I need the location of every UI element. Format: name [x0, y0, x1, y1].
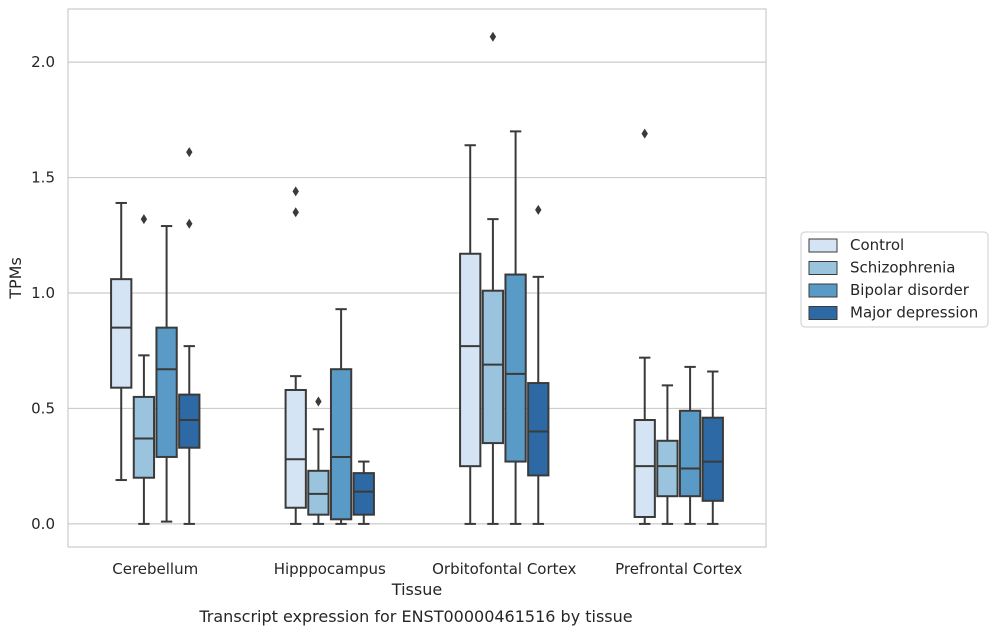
box-iqr — [701, 416, 724, 502]
box-iqr — [352, 472, 375, 516]
category-group — [459, 31, 550, 525]
outlier-point — [489, 31, 497, 42]
outlier-point — [292, 186, 299, 197]
y-axis-title: TPMs — [6, 257, 25, 300]
box-iqr — [132, 395, 156, 479]
x-tick-label: Orbitofontal Cortex — [432, 560, 576, 578]
outlier-point — [186, 218, 193, 229]
box-major-depression — [701, 370, 724, 525]
box-iqr — [329, 368, 353, 521]
box-groups — [110, 31, 724, 525]
box-schizophrenia — [656, 384, 679, 525]
outlier-point — [140, 214, 148, 225]
legend-label: Major depression — [850, 304, 978, 322]
box-bipolar-disorder — [155, 225, 178, 523]
category-group — [633, 128, 724, 525]
legend-swatch — [808, 261, 838, 275]
y-tick-label: 2.0 — [31, 53, 55, 71]
box-iqr — [459, 252, 482, 468]
legend-label: Control — [850, 236, 904, 254]
x-tick-label: Prefrontal Cortex — [615, 560, 742, 578]
box-iqr — [155, 326, 178, 458]
box-iqr — [110, 278, 133, 389]
y-tick-label: 1.5 — [31, 169, 55, 187]
category-group — [110, 147, 201, 525]
outlier-point — [535, 204, 542, 215]
box-schizophrenia — [481, 31, 505, 525]
y-tick-label: 1.0 — [31, 284, 55, 302]
legend-label: Bipolar disorder — [850, 281, 970, 299]
box-iqr — [284, 388, 307, 509]
y-tick-label: 0.0 — [31, 515, 55, 533]
box-bipolar-disorder — [504, 130, 527, 525]
box-iqr — [633, 419, 656, 518]
box-iqr — [178, 393, 201, 449]
box-control — [284, 186, 307, 525]
plot-frame — [67, 8, 767, 548]
box-schizophrenia — [132, 214, 156, 525]
box-iqr — [678, 409, 702, 498]
box-iqr — [656, 439, 679, 498]
legend-label: Schizophrenia — [850, 259, 955, 277]
box-control — [459, 144, 482, 525]
box-major-depression — [352, 460, 375, 525]
x-tick-label: Hipppocampus — [274, 560, 386, 578]
outlier-point — [292, 207, 299, 218]
outlier-point — [641, 128, 648, 139]
legend: Control Schizophrenia Bipolar disorder Majo… — [800, 231, 989, 328]
x-axis-title: Tissue — [391, 580, 442, 599]
box-bipolar-disorder — [678, 365, 702, 525]
chart-caption: Transcript expression for ENST0000046151… — [198, 607, 632, 626]
box-iqr — [504, 273, 527, 463]
box-iqr — [307, 469, 330, 516]
box-iqr — [527, 382, 550, 477]
x-tick-labels: Cerebellum Hipppocampus Orbitofontal Corte… — [112, 560, 742, 578]
outlier-point — [315, 396, 322, 407]
legend-swatch — [808, 238, 838, 253]
box-schizophrenia — [307, 396, 330, 525]
box-major-depression — [178, 147, 201, 525]
box-major-depression — [527, 204, 550, 525]
outlier-point — [186, 147, 193, 158]
y-tick-label: 0.5 — [31, 399, 55, 417]
category-group — [284, 186, 375, 525]
legend-swatch — [808, 283, 838, 298]
box-control — [110, 201, 133, 482]
x-tick-label: Cerebellum — [112, 560, 198, 578]
y-tick-labels: 0.0 0.5 1.0 1.5 2.0 — [31, 53, 55, 533]
box-control — [633, 128, 656, 525]
box-bipolar-disorder — [329, 308, 353, 525]
legend-swatch — [808, 306, 838, 320]
legend-frame — [800, 231, 989, 328]
box-iqr — [481, 289, 505, 445]
